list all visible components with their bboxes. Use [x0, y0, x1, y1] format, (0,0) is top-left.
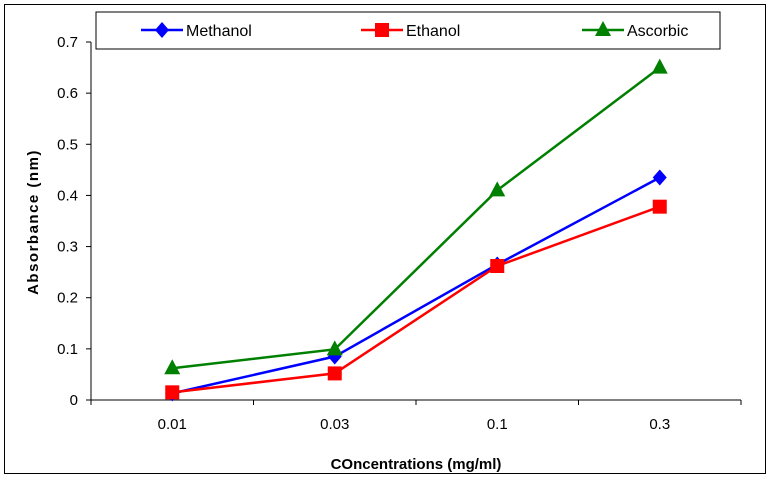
legend-marker-ascorbic	[595, 21, 611, 36]
series-methanol	[165, 169, 667, 402]
x-tick-label: 0.03	[320, 416, 349, 433]
legend-label: Ascorbic	[627, 23, 688, 40]
x-tick-label: 0.3	[649, 416, 670, 433]
data-point-ascorbic	[164, 359, 181, 375]
y-tick-label: 0.4	[57, 187, 78, 204]
series-ethanol	[165, 199, 667, 400]
series-line-methanol	[171, 176, 661, 395]
legend: Methanol Ethanol Ascorbic	[95, 11, 721, 50]
legend-item-methanol: Methanol	[141, 22, 252, 40]
legend-label: Methanol	[186, 23, 252, 40]
data-point-ethanol	[490, 259, 505, 274]
series-line-ascorbic	[172, 66, 661, 370]
y-axis-title: Absorbance (nm)	[25, 149, 42, 295]
data-point-methanol	[652, 169, 667, 186]
x-axis-title: COncentrations (mg/ml)	[331, 456, 502, 473]
data-point-ascorbic	[651, 58, 668, 74]
data-point-ascorbic	[489, 181, 506, 197]
y-tick-label: 0.7	[57, 34, 78, 51]
data-point-ethanol	[327, 366, 342, 381]
legend-item-ethanol: Ethanol	[361, 23, 460, 40]
axes	[90, 42, 741, 401]
y-ticks: 0 0.1 0.2 0.3 0.4 0.5 0.6 0.7	[57, 34, 91, 409]
legend-marker-ethanol	[375, 23, 389, 37]
legend-marker-methanol	[155, 22, 169, 38]
series-ascorbic	[164, 58, 668, 375]
data-point-ethanol	[165, 385, 180, 400]
legend-item-ascorbic: Ascorbic	[582, 21, 688, 40]
series-layer	[164, 58, 668, 402]
x-ticks: 0.01 0.03 0.1 0.3	[90, 400, 742, 433]
y-tick-label: 0.6	[57, 85, 78, 102]
y-tick-label: 0.1	[57, 341, 78, 358]
y-tick-label: 0.2	[57, 290, 78, 307]
y-tick-label: 0	[70, 392, 78, 409]
legend-label: Ethanol	[406, 23, 460, 40]
y-tick-label: 0.5	[57, 136, 78, 153]
x-tick-label: 0.1	[487, 416, 508, 433]
x-tick-label: 0.01	[158, 416, 187, 433]
data-point-ascorbic	[326, 340, 343, 356]
data-point-ethanol	[652, 199, 667, 214]
series-line-ethanol	[172, 205, 661, 394]
y-tick-label: 0.3	[57, 239, 78, 256]
